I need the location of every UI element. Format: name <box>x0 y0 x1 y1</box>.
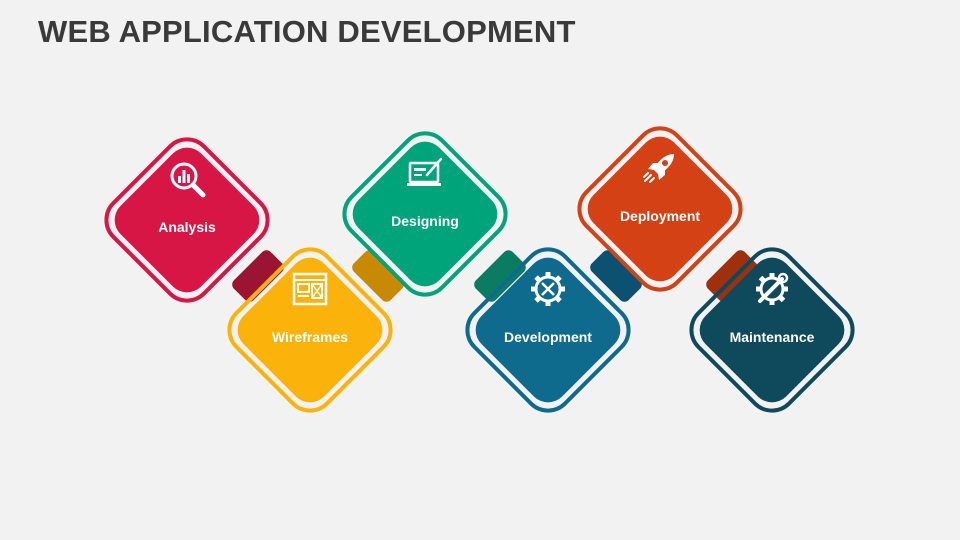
wireframe-layout-icon <box>292 272 328 306</box>
step-wireframes: Wireframes <box>213 233 407 427</box>
step-designing: Designing <box>328 117 522 311</box>
step-development: Development <box>451 233 645 427</box>
magnifier-chart-icon <box>170 162 206 198</box>
rocket-icon <box>643 154 674 183</box>
step-analysis: Analysis <box>90 123 284 317</box>
step-label: Designing <box>391 213 459 229</box>
step-label: Deployment <box>619 208 701 224</box>
gear-wrench-icon <box>756 272 789 305</box>
page-title: WEB APPLICATION DEVELOPMENT <box>38 14 576 49</box>
gear-tools-icon <box>531 272 565 306</box>
step-maintenance: Maintenance <box>675 233 869 427</box>
step-label: Development <box>504 329 592 345</box>
step-label: Analysis <box>158 219 216 235</box>
step-label: Maintenance <box>729 329 815 345</box>
step-deployment: Deployment <box>563 112 757 306</box>
laptop-pen-icon <box>407 157 443 186</box>
step-label: Wireframes <box>271 329 349 345</box>
